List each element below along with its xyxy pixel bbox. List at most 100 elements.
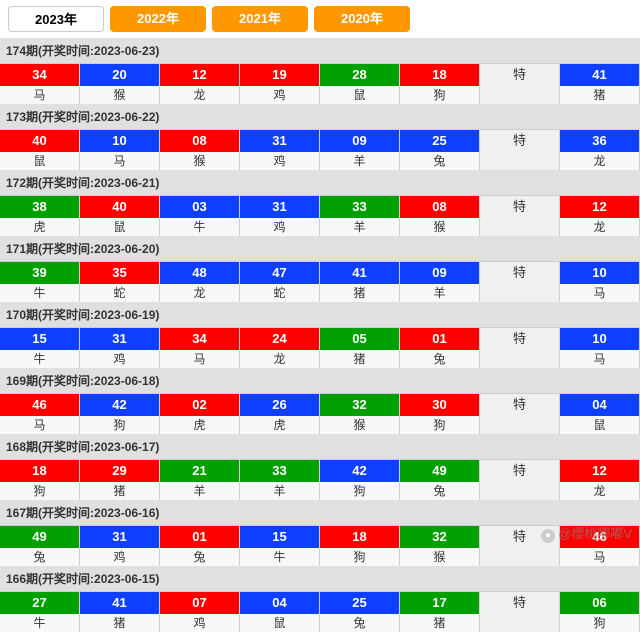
ball-zodiac: 马 — [0, 86, 79, 104]
ball-number: 10 — [560, 262, 639, 284]
ball-cell: 49兔 — [400, 460, 480, 500]
ball-number: 07 — [160, 592, 239, 614]
ball-row: 49兔31鸡01兔15牛18狗32猴特46马 — [0, 526, 640, 566]
te-cell: 特 — [480, 262, 560, 302]
ball-zodiac: 兔 — [400, 152, 479, 170]
ball-number: 40 — [0, 130, 79, 152]
ball-zodiac: 猴 — [80, 86, 159, 104]
ball-number: 21 — [160, 460, 239, 482]
ball-zodiac: 猪 — [560, 86, 639, 104]
ball-zodiac — [480, 86, 559, 104]
ball-zodiac: 龙 — [560, 218, 639, 236]
ball-cell: 10马 — [560, 328, 640, 368]
ball-number: 04 — [240, 592, 319, 614]
year-tab-2020年[interactable]: 2020年 — [314, 6, 410, 32]
ball-cell: 33羊 — [320, 196, 400, 236]
ball-cell: 31鸡 — [80, 328, 160, 368]
ball-zodiac: 鸡 — [160, 614, 239, 632]
ball-cell: 18狗 — [320, 526, 400, 566]
ball-number: 41 — [560, 64, 639, 86]
ball-zodiac: 虎 — [160, 416, 239, 434]
issue-174: 174期(开奖时间:2023-06-23)34马20猴12龙19鸡28鼠18狗特… — [0, 38, 640, 104]
ball-zodiac: 鸡 — [80, 548, 159, 566]
ball-cell: 38虎 — [0, 196, 80, 236]
ball-zodiac: 猴 — [400, 548, 479, 566]
year-tab-2021年[interactable]: 2021年 — [212, 6, 308, 32]
ball-zodiac: 牛 — [160, 218, 239, 236]
ball-cell: 21羊 — [160, 460, 240, 500]
issue-171: 171期(开奖时间:2023-06-20)39牛35蛇48龙47蛇41猪09羊特… — [0, 236, 640, 302]
year-tab-2023年[interactable]: 2023年 — [8, 6, 104, 32]
issue-header: 170期(开奖时间:2023-06-19) — [0, 302, 640, 328]
ball-zodiac: 龙 — [240, 350, 319, 368]
ball-cell: 04鼠 — [240, 592, 320, 632]
ball-number: 15 — [0, 328, 79, 350]
ball-cell: 10马 — [80, 130, 160, 170]
ball-cell: 25兔 — [400, 130, 480, 170]
ball-cell: 29猪 — [80, 460, 160, 500]
ball-number: 05 — [320, 328, 399, 350]
ball-zodiac: 鸡 — [240, 218, 319, 236]
te-cell: 特 — [480, 460, 560, 500]
ball-cell: 01兔 — [400, 328, 480, 368]
year-tab-2022年[interactable]: 2022年 — [110, 6, 206, 32]
ball-number: 46 — [0, 394, 79, 416]
issue-167: 167期(开奖时间:2023-06-16)49兔31鸡01兔15牛18狗32猴特… — [0, 500, 640, 566]
ball-zodiac — [480, 218, 559, 236]
ball-number: 41 — [80, 592, 159, 614]
ball-number: 18 — [0, 460, 79, 482]
ball-zodiac: 马 — [560, 284, 639, 302]
ball-zodiac: 羊 — [400, 284, 479, 302]
ball-zodiac: 兔 — [400, 350, 479, 368]
issue-header: 169期(开奖时间:2023-06-18) — [0, 368, 640, 394]
ball-zodiac: 鼠 — [0, 152, 79, 170]
issue-166: 166期(开奖时间:2023-06-15)27牛41猪07鸡04鼠25兔17猪特… — [0, 566, 640, 632]
ball-cell: 15牛 — [0, 328, 80, 368]
ball-zodiac — [480, 482, 559, 500]
ball-number: 36 — [560, 130, 639, 152]
ball-zodiac — [480, 350, 559, 368]
ball-cell: 40鼠 — [0, 130, 80, 170]
ball-cell: 18狗 — [400, 64, 480, 104]
ball-zodiac: 牛 — [0, 614, 79, 632]
ball-zodiac: 马 — [80, 152, 159, 170]
ball-zodiac: 兔 — [0, 548, 79, 566]
te-label: 特 — [480, 592, 559, 614]
ball-number: 06 — [560, 592, 639, 614]
ball-zodiac: 鸡 — [240, 152, 319, 170]
ball-zodiac: 猴 — [160, 152, 239, 170]
ball-zodiac: 龙 — [560, 482, 639, 500]
ball-cell: 32猴 — [400, 526, 480, 566]
te-label: 特 — [480, 196, 559, 218]
issue-header: 168期(开奖时间:2023-06-17) — [0, 434, 640, 460]
ball-cell: 05猪 — [320, 328, 400, 368]
ball-number: 25 — [400, 130, 479, 152]
ball-number: 08 — [160, 130, 239, 152]
ball-number: 48 — [160, 262, 239, 284]
ball-cell: 33羊 — [240, 460, 320, 500]
ball-cell: 39牛 — [0, 262, 80, 302]
issue-header: 174期(开奖时间:2023-06-23) — [0, 38, 640, 64]
ball-cell: 41猪 — [320, 262, 400, 302]
ball-cell: 32猴 — [320, 394, 400, 434]
ball-zodiac: 兔 — [320, 614, 399, 632]
ball-number: 20 — [80, 64, 159, 86]
ball-zodiac: 鸡 — [80, 350, 159, 368]
issue-header: 167期(开奖时间:2023-06-16) — [0, 500, 640, 526]
ball-number: 12 — [560, 196, 639, 218]
ball-cell: 42狗 — [80, 394, 160, 434]
ball-cell: 26虎 — [240, 394, 320, 434]
ball-number: 19 — [240, 64, 319, 86]
ball-zodiac: 蛇 — [240, 284, 319, 302]
te-label: 特 — [480, 460, 559, 482]
ball-cell: 08猴 — [400, 196, 480, 236]
ball-number: 34 — [160, 328, 239, 350]
ball-number: 35 — [80, 262, 159, 284]
ball-zodiac — [480, 416, 559, 434]
ball-number: 04 — [560, 394, 639, 416]
ball-zodiac: 猪 — [320, 284, 399, 302]
ball-zodiac: 羊 — [320, 218, 399, 236]
ball-cell: 15牛 — [240, 526, 320, 566]
ball-cell: 30狗 — [400, 394, 480, 434]
ball-number: 31 — [240, 196, 319, 218]
